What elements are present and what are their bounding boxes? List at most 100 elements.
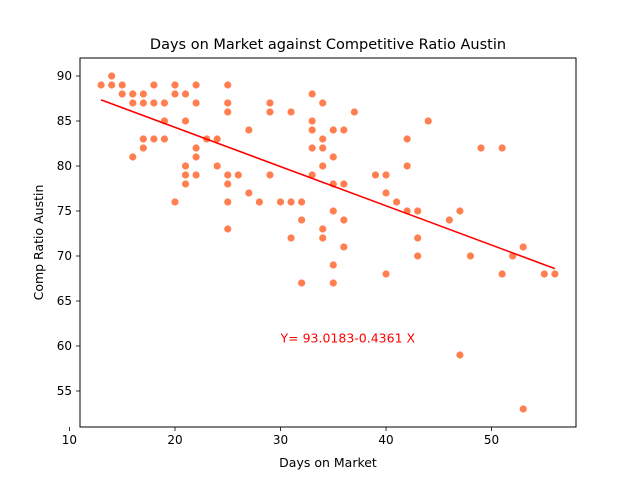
data-point: [308, 90, 316, 98]
x-tick-label: 20: [167, 433, 182, 447]
data-point: [329, 153, 337, 161]
x-tick-label: 50: [484, 433, 499, 447]
regression-line: [100, 99, 556, 270]
data-point: [382, 270, 390, 278]
data-point: [287, 234, 295, 242]
data-point: [298, 279, 306, 287]
data-point: [150, 81, 158, 89]
data-point: [329, 207, 337, 215]
data-point: [329, 261, 337, 269]
data-point: [181, 117, 190, 125]
data-point: [519, 243, 527, 251]
data-point: [171, 90, 179, 98]
data-point: [371, 171, 380, 179]
data-point: [403, 162, 411, 170]
data-point: [160, 135, 169, 143]
data-point: [245, 189, 253, 197]
data-point: [319, 99, 327, 107]
data-point: [382, 171, 390, 179]
x-tick-label: 30: [273, 433, 288, 447]
data-point: [118, 90, 126, 98]
data-point: [382, 189, 390, 197]
data-point: [213, 162, 221, 170]
data-point: [245, 126, 253, 134]
data-point: [266, 99, 274, 107]
data-point: [181, 162, 190, 170]
data-point: [456, 207, 464, 215]
data-point: [445, 216, 453, 224]
data-point: [160, 99, 169, 107]
data-point: [551, 270, 559, 278]
data-point: [414, 252, 422, 260]
data-point: [192, 171, 200, 179]
data-point: [414, 234, 422, 242]
data-point: [118, 81, 126, 89]
x-tick-label: 10: [62, 433, 77, 447]
data-point: [192, 153, 200, 161]
data-point: [329, 279, 337, 287]
data-point: [298, 198, 306, 206]
data-point: [403, 135, 411, 143]
data-point: [350, 108, 358, 116]
data-point: [519, 405, 527, 413]
data-point: [224, 81, 232, 89]
data-point: [129, 90, 137, 98]
data-point: [224, 180, 232, 188]
data-point: [139, 90, 147, 98]
data-point: [319, 234, 327, 242]
data-point: [224, 198, 232, 206]
data-point: [171, 81, 179, 89]
plot-area: [97, 72, 559, 413]
data-point: [424, 117, 432, 125]
data-point: [540, 270, 548, 278]
data-point: [308, 126, 316, 134]
data-point: [108, 81, 116, 89]
data-point: [477, 144, 485, 152]
data-point: [456, 351, 464, 359]
data-point: [192, 144, 200, 152]
x-tick-label: 40: [378, 433, 393, 447]
data-point: [224, 171, 232, 179]
data-point: [298, 216, 306, 224]
data-point: [340, 126, 348, 134]
data-point: [224, 225, 232, 233]
chart-title: Days on Market against Competitive Ratio…: [150, 37, 506, 53]
data-point: [181, 180, 190, 188]
data-point: [129, 153, 137, 161]
data-point: [466, 252, 475, 260]
data-point: [498, 270, 506, 278]
data-point: [213, 135, 221, 143]
data-point: [340, 180, 348, 188]
data-point: [234, 171, 242, 179]
data-point: [266, 171, 274, 179]
y-tick-label: 65: [57, 294, 72, 308]
y-axis-label: Comp Ratio Austin: [31, 185, 46, 301]
data-point: [498, 144, 506, 152]
y-tick-label: 55: [57, 384, 72, 398]
data-point: [224, 108, 232, 116]
axis-ticks: 10 20 30 40 50 55 60 65 70 75 80 85 90: [57, 69, 499, 447]
data-point: [97, 81, 105, 89]
data-point: [308, 144, 316, 152]
data-point: [192, 99, 200, 107]
data-point: [393, 198, 401, 206]
y-tick-label: 70: [57, 249, 72, 263]
data-point: [414, 207, 422, 215]
data-point: [181, 171, 190, 179]
data-point: [287, 198, 295, 206]
data-point: [171, 198, 179, 206]
data-point: [224, 99, 232, 107]
y-tick-label: 60: [57, 339, 72, 353]
data-point: [108, 72, 116, 80]
data-point: [340, 216, 348, 224]
data-point: [276, 198, 285, 206]
y-tick-label: 90: [57, 69, 72, 83]
y-tick-label: 75: [57, 204, 72, 218]
y-tick-label: 80: [57, 159, 72, 173]
data-point: [287, 108, 295, 116]
data-point: [139, 135, 147, 143]
x-axis-label: Days on Market: [279, 455, 377, 470]
data-point: [150, 135, 158, 143]
